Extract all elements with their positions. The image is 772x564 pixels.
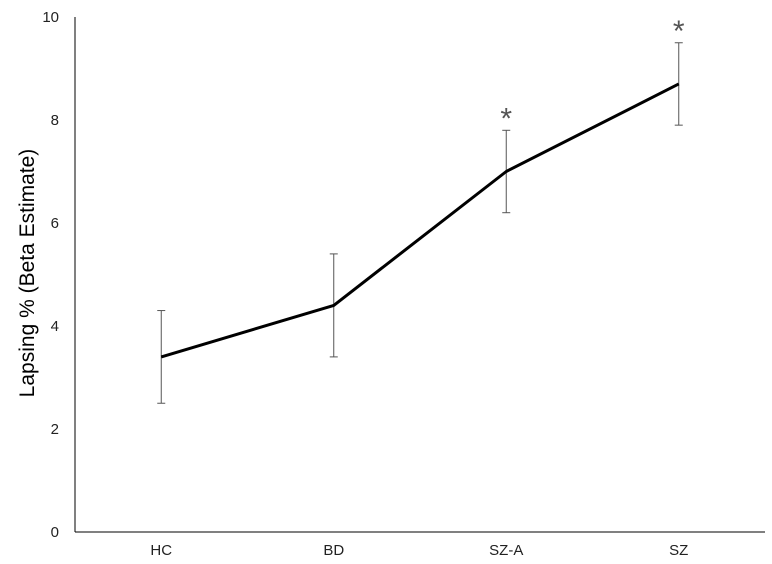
y-tick-label: 10: [42, 9, 59, 26]
y-tick-label: 6: [51, 215, 59, 232]
series-line: [160, 82, 680, 359]
y-tick-label: 8: [51, 112, 59, 129]
y-tick-labels: 0 2 4 6 8 10: [42, 9, 59, 541]
significance-marker: *: [673, 15, 685, 48]
x-tick-label: HC: [150, 542, 172, 559]
error-bars: [157, 42, 683, 404]
y-tick-label: 0: [51, 524, 59, 541]
x-tick-label: SZ-A: [489, 542, 523, 559]
y-tick-label: 4: [51, 318, 59, 335]
series: [160, 82, 680, 359]
annotations: **: [500, 15, 685, 136]
significance-marker: *: [500, 102, 512, 135]
axes: [74, 17, 765, 533]
y-axis-title: Lapsing % (Beta Estimate): [16, 149, 39, 398]
x-tick-labels: HC BD SZ-A SZ: [150, 542, 688, 559]
x-tick-label: BD: [323, 542, 344, 559]
y-tick-label: 2: [51, 421, 59, 438]
x-tick-label: SZ: [669, 542, 688, 559]
